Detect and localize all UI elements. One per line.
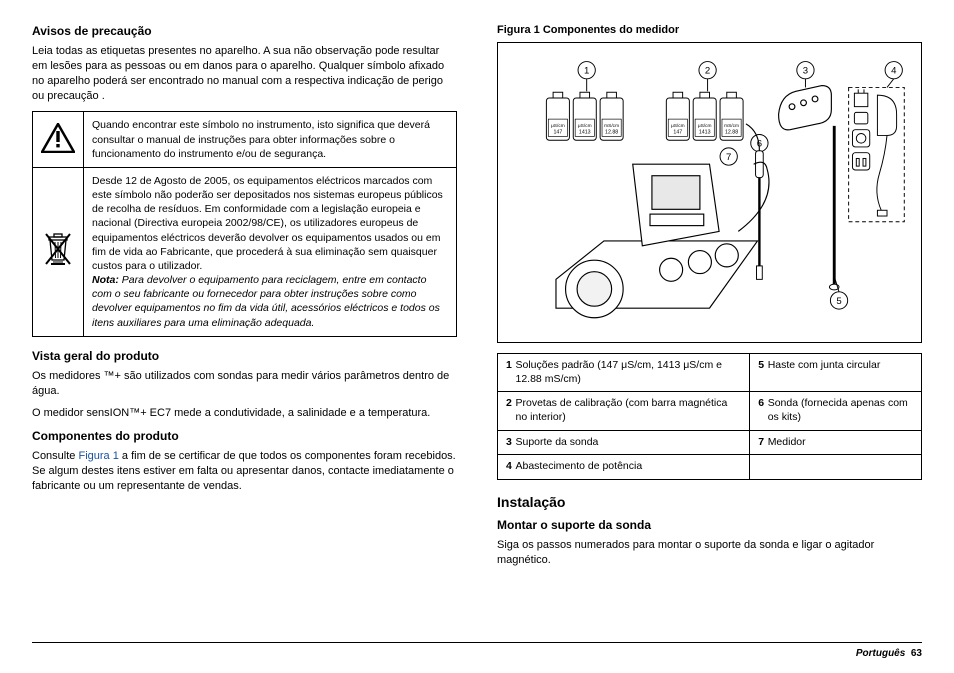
svg-text:mS/cm: mS/cm [604, 123, 619, 129]
heading-precaution: Avisos de precaução [32, 24, 457, 38]
warning-triangle-icon [33, 112, 84, 168]
svg-text:147: 147 [553, 130, 562, 136]
svg-text:2: 2 [705, 66, 710, 77]
weee-text: Desde 12 de Agosto de 2005, os equipamen… [84, 167, 457, 336]
right-column: Figura 1 Componentes do medidor 1234567 … [497, 24, 922, 629]
heading-components: Componentes do produto [32, 429, 457, 443]
paragraph-precaution: Leia todas as etiquetas presentes no apa… [32, 44, 457, 103]
svg-text:μS/cm: μS/cm [671, 123, 685, 129]
heading-installation: Instalação [497, 494, 922, 510]
weee-bin-icon [33, 167, 84, 336]
svg-text:12.88: 12.88 [605, 130, 618, 136]
warning-symbols-table: Quando encontrar este símbolo no instrum… [32, 111, 457, 336]
svg-text:mS/cm: mS/cm [724, 123, 739, 129]
heading-mount: Montar o suporte da sonda [497, 518, 922, 532]
svg-text:1413: 1413 [579, 130, 591, 136]
components-legend-table: 1Soluções padrão (147 μS/cm, 1413 μS/cm … [497, 353, 922, 480]
svg-text:3: 3 [803, 66, 808, 77]
svg-text:1: 1 [584, 66, 589, 77]
components-illustration: 1234567 μS/cm 147 μS/cm 1413 mS/cm 12.88… [508, 53, 911, 333]
paragraph-mount: Siga os passos numerados para montar o s… [497, 538, 922, 568]
svg-text:1413: 1413 [699, 130, 711, 136]
warning-triangle-text: Quando encontrar este símbolo no instrum… [84, 112, 457, 168]
heading-overview: Vista geral do produto [32, 349, 457, 363]
svg-text:5: 5 [836, 296, 841, 307]
figure-1-link[interactable]: Figura 1 [78, 450, 118, 462]
svg-text:147: 147 [673, 130, 682, 136]
svg-text:7: 7 [726, 152, 731, 163]
paragraph-overview-1: Os medidores ™+ são utilizados com sonda… [32, 369, 457, 399]
left-column: Avisos de precaução Leia todas as etique… [32, 24, 457, 629]
svg-text:μS/cm: μS/cm [578, 123, 592, 129]
svg-text:μS/cm: μS/cm [698, 123, 712, 129]
page-footer: Português 63 [856, 648, 922, 659]
footer-rule [32, 642, 922, 643]
svg-text:μS/cm: μS/cm [551, 123, 565, 129]
figure-box: 1234567 μS/cm 147 μS/cm 1413 mS/cm 12.88… [497, 42, 922, 343]
svg-text:12.88: 12.88 [725, 130, 738, 136]
svg-text:4: 4 [891, 66, 897, 77]
paragraph-overview-2: O medidor sensION™+ EC7 mede a condutivi… [32, 406, 457, 421]
figure-caption: Figura 1 Componentes do medidor [497, 24, 922, 36]
paragraph-components: Consulte Figura 1 a fim de se certificar… [32, 449, 457, 494]
